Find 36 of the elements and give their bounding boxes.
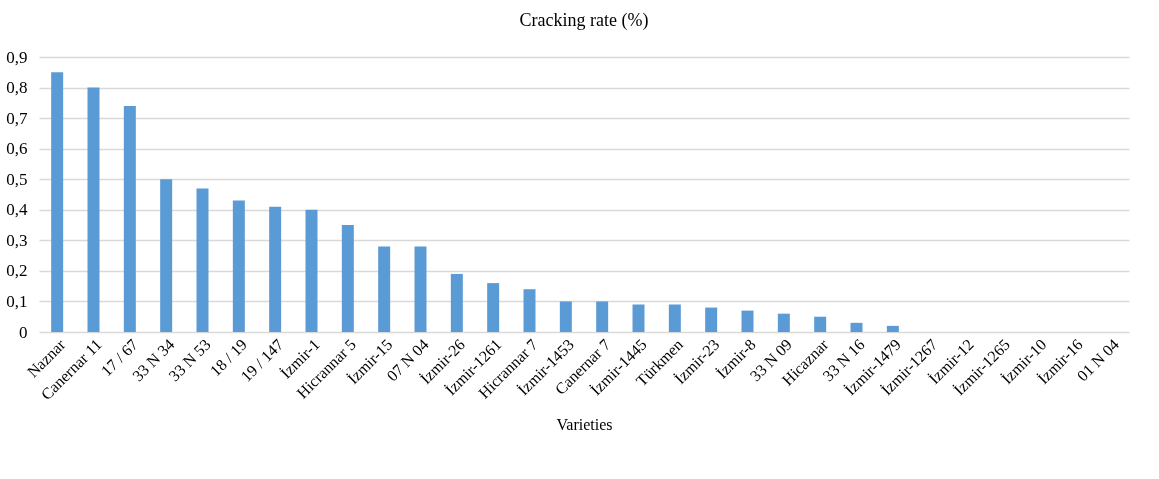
- y-tick-label: 0: [19, 322, 28, 342]
- bar: [305, 209, 318, 332]
- bar: [741, 310, 754, 332]
- bar: [523, 289, 536, 332]
- bar: [196, 188, 209, 332]
- bar: [886, 325, 899, 332]
- y-tick-label: 0,8: [6, 78, 28, 98]
- bar: [269, 206, 282, 332]
- y-tick-label: 0,1: [6, 291, 28, 311]
- y-tick-label: 0,3: [6, 230, 28, 250]
- x-axis-title: Varieties: [556, 416, 613, 433]
- bar: [705, 307, 718, 332]
- bar: [160, 179, 173, 332]
- bar: [51, 72, 64, 332]
- bar: [632, 304, 645, 332]
- bar: [232, 200, 245, 332]
- bar: [777, 313, 790, 332]
- bar: [814, 316, 827, 332]
- y-tick-label: 0,2: [6, 261, 28, 281]
- y-tick-label: 0,9: [6, 47, 28, 67]
- y-tick-label: 0,4: [6, 200, 28, 220]
- bar: [87, 87, 100, 332]
- bar: [414, 246, 427, 332]
- y-tick-label: 0,7: [6, 108, 28, 128]
- bar: [668, 304, 681, 332]
- bar: [378, 246, 391, 332]
- bar: [596, 301, 609, 332]
- bar: [450, 273, 463, 332]
- bar: [123, 105, 136, 332]
- bar: [850, 322, 863, 332]
- bar: [559, 301, 572, 332]
- bar: [487, 283, 500, 332]
- bar: [341, 225, 354, 332]
- y-tick-label: 0,5: [6, 169, 28, 189]
- y-tick-label: 0,6: [6, 139, 28, 159]
- chart-title: Cracking rate (%): [519, 10, 649, 31]
